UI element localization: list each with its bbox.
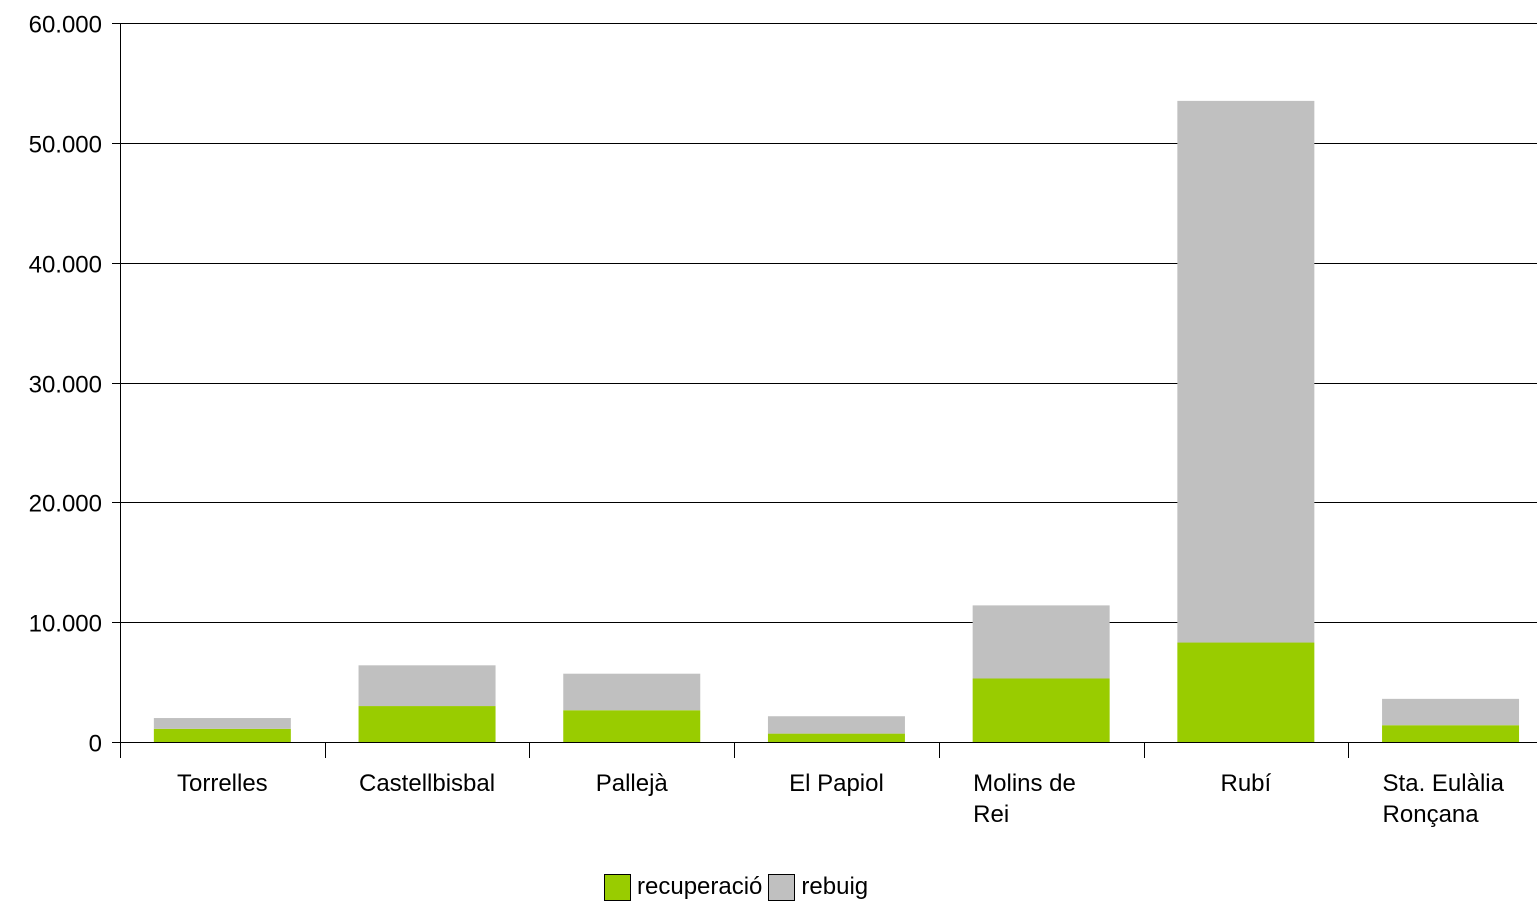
bar-segment-recuperaci bbox=[767, 733, 905, 742]
bar-segment-rebuig bbox=[1382, 698, 1520, 726]
bar-segment-recuperaci bbox=[972, 678, 1110, 742]
y-tick-label: 20.000 bbox=[29, 491, 102, 518]
bar-segment-recuperaci bbox=[358, 706, 496, 742]
y-tick-labels: 0 10.000 20.000 30.000 40.000 50.000 60.000 bbox=[29, 12, 102, 758]
legend-swatch-recuperacio bbox=[604, 873, 631, 901]
y-tick-label: 60.000 bbox=[29, 12, 102, 39]
y-tick-label: 0 bbox=[89, 731, 102, 758]
bar-segment-rebuig bbox=[358, 665, 496, 707]
bar-segment-recuperaci bbox=[1382, 725, 1520, 742]
legend-label-rebuig: rebuig bbox=[801, 873, 869, 900]
legend-item-rebuig: rebuig bbox=[768, 873, 868, 901]
bar-segment-rebuig bbox=[153, 718, 291, 729]
x-category-label: Castellbisbal bbox=[359, 770, 495, 797]
legend-label-recuperacio: recuperació bbox=[637, 873, 763, 900]
y-tick-label: 40.000 bbox=[29, 252, 102, 279]
legend-swatch-rebuig bbox=[768, 873, 796, 901]
legend-item-recuperacio: recuperació bbox=[604, 873, 762, 901]
legend: recuperació rebuig bbox=[604, 873, 874, 901]
x-category-label: Rubí bbox=[1220, 770, 1271, 797]
bars bbox=[153, 100, 1520, 742]
bar-segment-recuperaci bbox=[153, 728, 291, 742]
bar-segment-recuperaci bbox=[563, 710, 701, 742]
x-category-label: Pallejà bbox=[596, 770, 669, 797]
gridlines bbox=[120, 23, 1537, 623]
y-tick-label: 10.000 bbox=[29, 611, 102, 638]
bar-segment-rebuig bbox=[563, 673, 701, 711]
x-category-label: Sta. Eulàlia Ronçana bbox=[1383, 770, 1505, 828]
bar-segment-rebuig bbox=[767, 716, 905, 734]
x-category-labels: Torrelles Castellbisbal Pallejà El Papiol Mo… bbox=[177, 770, 1505, 828]
axes bbox=[112, 23, 1537, 758]
x-category-label: Molins de Rei bbox=[973, 770, 1076, 828]
bar-segment-rebuig bbox=[972, 605, 1110, 679]
bar-segment-recuperaci bbox=[1177, 642, 1315, 742]
x-category-label: Torrelles bbox=[177, 770, 268, 797]
x-category-label: El Papiol bbox=[789, 770, 884, 797]
y-tick-label: 50.000 bbox=[29, 132, 102, 159]
bar-segment-rebuig bbox=[1177, 100, 1315, 643]
y-tick-label: 30.000 bbox=[29, 372, 102, 399]
